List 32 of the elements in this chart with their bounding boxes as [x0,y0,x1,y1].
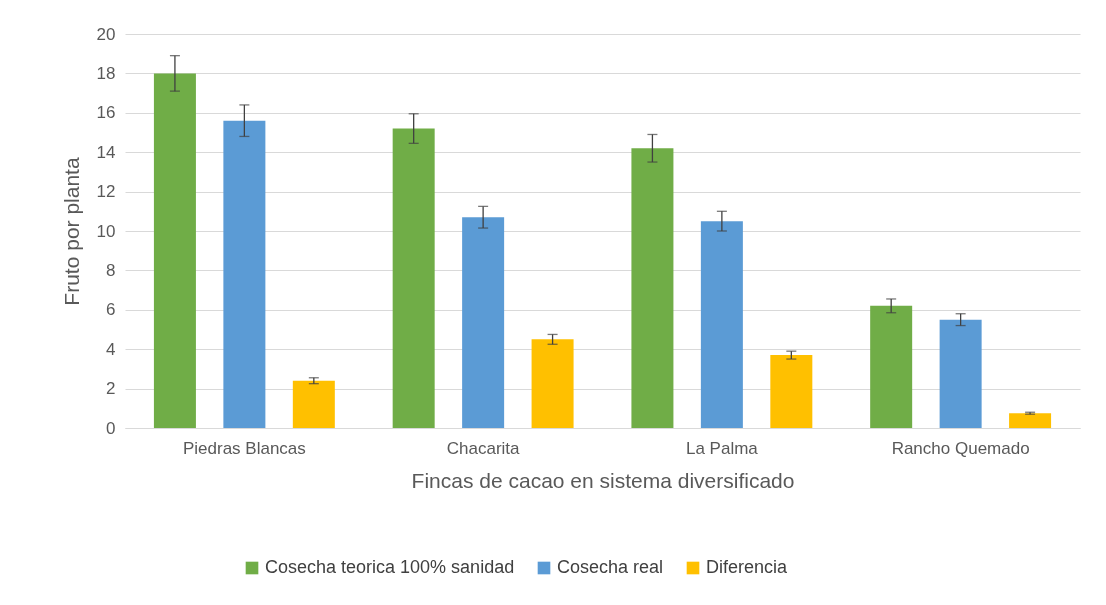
bar [292,380,335,428]
y-axis-title: Fruto por planta [59,157,83,306]
x-tick-label: La Palma [685,438,759,458]
bar [1009,413,1052,428]
y-tick-label: 10 [96,221,116,241]
y-tick-label: 2 [106,379,116,399]
bar [770,355,813,428]
legend-label: Diferencia [706,557,789,577]
x-tick-label: Rancho Quemado [891,438,1030,458]
bar [223,120,266,428]
bar [631,148,674,428]
bar [153,73,196,428]
x-tick-label: Chacarita [446,438,521,458]
legend-label: Cosecha teorica 100% sanidad [265,557,515,577]
y-tick-label: 12 [96,182,116,202]
y-tick-label: 14 [96,142,116,162]
y-tick-label: 20 [96,24,116,44]
y-tick-label: 16 [96,103,116,123]
bar [870,305,913,428]
bar [531,339,574,428]
x-tick-label: Piedras Blancas [182,438,306,458]
y-tick-label: 6 [106,300,116,320]
y-tick-label: 8 [106,260,116,280]
x-axis-title: Fincas de cacao en sistema diversificado [411,468,795,492]
y-tick-label: 4 [106,339,116,359]
bar [700,221,743,428]
y-tick-label: 18 [96,63,116,83]
bar [939,319,982,428]
y-tick-label: 0 [106,418,116,438]
bar [392,128,435,428]
bar [462,217,505,428]
legend-label: Cosecha real [557,557,664,577]
